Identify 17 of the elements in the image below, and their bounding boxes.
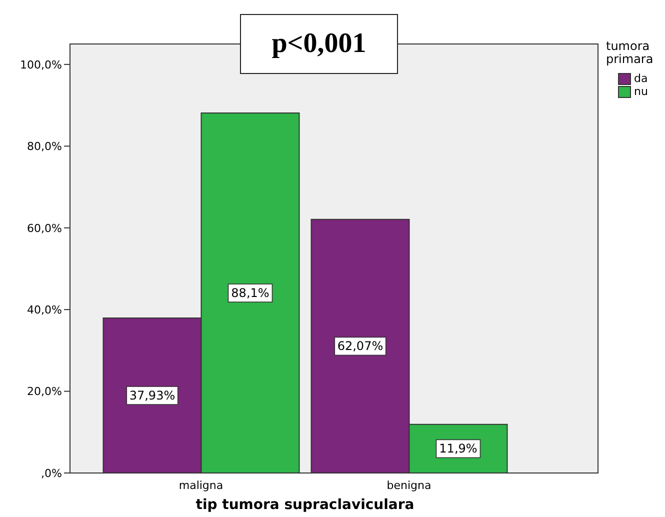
y-tick-label: 20,0%	[27, 385, 62, 398]
y-tick-label: 80,0%	[27, 140, 62, 154]
y-tick-label: 40,0%	[27, 303, 62, 316]
data-label: 62,07%	[337, 339, 384, 354]
y-tick-label: 100,0%	[20, 58, 62, 72]
x-tick-label: maligna	[178, 478, 224, 492]
y-tick-label: 60,0%	[27, 222, 62, 235]
annotation: p<0,001	[240, 14, 398, 74]
data-label: 88,1%	[231, 286, 270, 300]
data-label: 37,93%	[129, 388, 176, 403]
legend-title: tumora primara	[606, 39, 654, 66]
x-axis-title: tip tumora supraclaviculara	[196, 497, 414, 513]
legend-label: nu	[634, 85, 648, 98]
data-label: 11,9%	[439, 442, 478, 456]
legend-label: da	[634, 72, 648, 85]
y-tick-label: ,0%	[41, 466, 62, 480]
x-tick-label: benigna	[386, 478, 432, 492]
